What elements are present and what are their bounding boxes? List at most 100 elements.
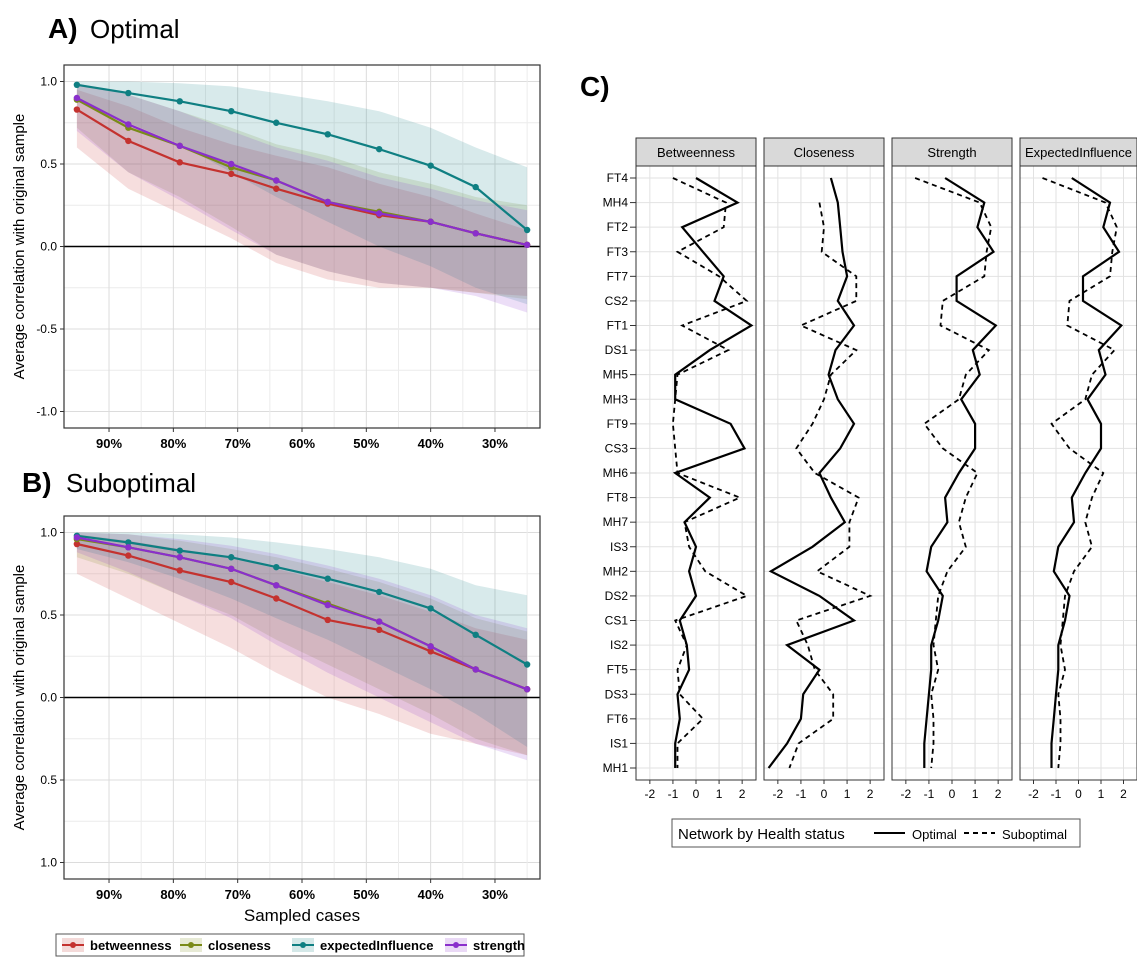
chart-c-node-label: MH2 bbox=[603, 564, 629, 578]
chart-a-point-expectedInfluence bbox=[273, 119, 280, 126]
chart-c-facet-expectedinfluence-x-tick-label: -2 bbox=[1028, 787, 1039, 801]
chart-a-point-expectedInfluence bbox=[228, 108, 235, 115]
chart-c-facet-strength-strip-label: Strength bbox=[927, 145, 976, 160]
chart-c-facet-betweenness-x-tick-label: 2 bbox=[739, 787, 746, 801]
chart-a-point-strength bbox=[125, 121, 132, 128]
chart-b-x-tick-label: 60% bbox=[289, 887, 315, 902]
chart-c-facet-betweenness-x-tick-label: -1 bbox=[668, 787, 679, 801]
chart-c-facet-betweenness-line-suboptimal bbox=[671, 177, 749, 768]
legend-ab-box bbox=[55, 933, 525, 957]
chart-c-facet-closeness-x-tick-label: -1 bbox=[796, 787, 807, 801]
chart-c-node-label: DS1 bbox=[605, 343, 629, 357]
chart-a-point-expectedInfluence bbox=[427, 162, 434, 169]
chart-c-facet-closeness-strip-label: Closeness bbox=[794, 145, 855, 160]
chart-b-point-expectedInfluence bbox=[523, 661, 531, 668]
chart-c-facet-closeness-x-tick-label: 2 bbox=[867, 787, 874, 801]
chart-a-y-tick-label: 0.0 bbox=[40, 240, 57, 254]
chart-a-point-expectedInfluence bbox=[324, 131, 331, 138]
chart-b-x-tick-label: 90% bbox=[96, 887, 122, 902]
chart-c-facet-closeness-line-optimal bbox=[767, 177, 857, 769]
legend-ab-swatch-point bbox=[188, 942, 194, 948]
chart-a-point-strength bbox=[427, 218, 434, 225]
chart-c-facet-strength-x-tick-label: 0 bbox=[949, 787, 956, 801]
chart-a-point-strength bbox=[472, 230, 479, 237]
chart-a-x-tick-label: 60% bbox=[289, 436, 315, 451]
chart-b-point-betweenness bbox=[324, 616, 331, 624]
chart-a-point-expectedInfluence bbox=[73, 81, 81, 89]
chart-a-point-betweenness bbox=[125, 137, 132, 145]
chart-a-x-tick-label: 80% bbox=[160, 436, 186, 451]
chart-a-line-strength bbox=[76, 97, 528, 246]
chart-b-x-tick-label: 80% bbox=[160, 887, 186, 902]
chart-c-node-label: FT2 bbox=[607, 220, 629, 234]
chart-b-ribbon-betweenness bbox=[76, 534, 528, 756]
legend-c-box bbox=[671, 818, 1081, 848]
chart-b-point-betweenness bbox=[176, 567, 183, 574]
legend-ab-label-expectedInfluence: expectedInfluence bbox=[320, 938, 433, 953]
chart-c-facet-strength-x-tick-label: -2 bbox=[901, 787, 912, 801]
chart-b-ribbon-expectedInfluence bbox=[76, 532, 528, 747]
panel-c-letter: C) bbox=[580, 71, 610, 102]
chart-a-point-expectedInfluence bbox=[125, 89, 132, 97]
panel-b-letter: B) bbox=[22, 467, 52, 498]
chart-c-facet-betweenness-x-tick-label: 0 bbox=[693, 787, 700, 801]
chart-c-node-label: DS2 bbox=[605, 589, 629, 603]
chart-b-point-expectedInfluence bbox=[228, 554, 235, 561]
panel-b-title: Suboptimal bbox=[66, 468, 196, 498]
chart-a-line-expectedInfluence bbox=[76, 83, 528, 231]
chart-a-x-tick-label: 40% bbox=[418, 436, 444, 451]
chart-b-point-strength bbox=[523, 686, 531, 693]
chart-a-point-betweenness bbox=[73, 106, 81, 113]
chart-a-point-betweenness bbox=[273, 185, 280, 192]
chart-c-facet-betweenness-x-tick-label: -2 bbox=[645, 787, 656, 801]
chart-b-point-strength bbox=[273, 582, 280, 589]
chart-b-x-axis-label: Sampled cases bbox=[244, 906, 360, 925]
chart-b-point-expectedInfluence bbox=[427, 605, 434, 612]
chart-a-point-expectedInfluence bbox=[375, 145, 383, 153]
chart-c-facet-closeness-strip bbox=[763, 137, 885, 167]
chart-a-y-axis-label: Average correlation with original sample bbox=[11, 114, 28, 380]
chart-b-point-strength bbox=[472, 666, 479, 673]
legend-c-optimal-label: Optimal bbox=[912, 827, 957, 842]
chart-b-point-strength bbox=[324, 601, 331, 609]
chart-c-node-label: IS2 bbox=[610, 638, 628, 652]
legend-ab-swatch-point bbox=[70, 942, 76, 948]
chart-b-point-strength bbox=[176, 554, 183, 561]
chart-c-centrality-facets: FT4 MH4 FT2 FT3 FT7 CS2 FT1 DS1 MH5 MH3 FT9 CS3 MH6 F… bbox=[603, 137, 1137, 801]
chart-b-point-expectedInfluence bbox=[125, 539, 132, 546]
legend-ab-label-betweenness: betweenness bbox=[90, 938, 172, 953]
chart-b-x-tick-label: 50% bbox=[353, 887, 379, 902]
chart-b-point-expectedInfluence bbox=[273, 563, 280, 571]
chart-c-node-label: MH1 bbox=[603, 761, 629, 775]
chart-b-suboptimal: 1.0 0.5 0.0 0.5 1.0 90% 80% 70% 60% 50% 40% 30% Aver… bbox=[11, 515, 541, 925]
chart-a-point-strength bbox=[176, 142, 183, 150]
chart-b-line-betweenness bbox=[76, 542, 528, 691]
chart-c-facet-expectedinfluence-line-suboptimal bbox=[1042, 177, 1118, 769]
chart-c-facet-expectedinfluence-strip-label: ExpectedInfluence bbox=[1025, 145, 1132, 160]
chart-a-point-expectedInfluence bbox=[176, 98, 183, 105]
chart-a-point-strength bbox=[73, 94, 81, 102]
chart-c-facet-betweenness-strip bbox=[635, 137, 757, 167]
chart-a-point-strength bbox=[375, 210, 383, 217]
chart-c-node-label: DS3 bbox=[605, 687, 629, 701]
chart-c-node-label: MH4 bbox=[603, 196, 629, 210]
chart-a-y-tick-label: 1.0 bbox=[40, 75, 57, 89]
chart-b-x-tick-label: 30% bbox=[482, 887, 508, 902]
chart-c-node-label: FT7 bbox=[607, 269, 629, 283]
chart-b-point-betweenness bbox=[273, 595, 280, 602]
chart-a-y-tick-label: -0.5 bbox=[36, 322, 57, 336]
chart-b-point-betweenness bbox=[125, 552, 132, 559]
chart-a-optimal: 1.0 0.5 0.0 -0.5 -1.0 90% 80% 70% 60% 50% 40% 30% Av… bbox=[11, 64, 541, 451]
chart-c-facet-expectedinfluence-x-tick-label: 0 bbox=[1075, 787, 1082, 801]
chart-b-y-tick-label: 1.0 bbox=[40, 856, 57, 870]
chart-b-point-betweenness bbox=[375, 626, 383, 634]
legend-ab-swatch-point bbox=[453, 942, 459, 948]
chart-b-y-tick-label: 0.5 bbox=[40, 773, 57, 787]
chart-b-point-betweenness bbox=[228, 578, 235, 586]
panel-a-letter: A) bbox=[48, 13, 78, 44]
chart-a-ribbon-strength bbox=[76, 83, 528, 313]
chart-b-point-betweenness bbox=[427, 648, 434, 655]
chart-b-point-betweenness bbox=[73, 540, 81, 548]
chart-b-point-strength bbox=[73, 534, 81, 541]
chart-b-point-strength bbox=[228, 565, 235, 572]
